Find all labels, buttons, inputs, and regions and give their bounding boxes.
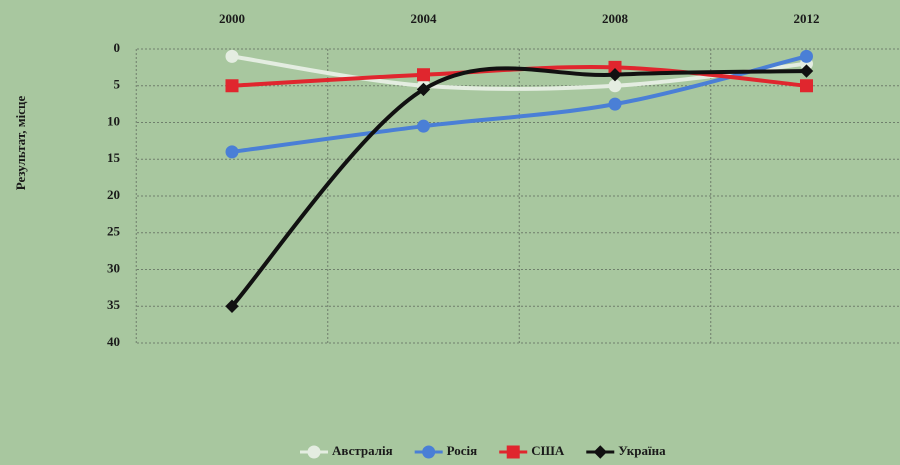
- legend-marker: [593, 445, 607, 459]
- data-point: [799, 64, 814, 78]
- data-point: [417, 68, 430, 82]
- y-tick-label: 40: [107, 334, 120, 349]
- y-tick-label: 25: [107, 224, 121, 239]
- data-point: [608, 97, 622, 111]
- legend-label: Австралія: [332, 443, 393, 458]
- legend-label: Росія: [447, 443, 478, 458]
- x-tick-label: 2000: [219, 11, 245, 26]
- x-tick-label: 2012: [794, 11, 820, 26]
- data-point: [225, 145, 239, 159]
- y-tick-label: 35: [107, 297, 121, 312]
- series-line: [230, 66, 807, 308]
- x-tick-label: 2004: [411, 11, 438, 26]
- y-tick-label: 15: [107, 150, 121, 165]
- legend: Австралія Росія США Україна: [300, 443, 666, 459]
- y-tick-label: 30: [107, 260, 120, 275]
- y-axis-label: Результат, місце: [13, 96, 28, 191]
- legend-marker: [506, 445, 520, 459]
- data-point: [416, 82, 431, 97]
- y-tick-label: 0: [114, 40, 121, 55]
- legend-label: США: [531, 443, 565, 458]
- data-point: [225, 299, 239, 313]
- x-tick-label: 2008: [602, 11, 629, 26]
- data-point: [225, 79, 239, 93]
- data-point: [225, 49, 239, 63]
- data-point: [800, 49, 813, 63]
- y-tick-label: 20: [107, 187, 120, 202]
- legend-marker: [422, 445, 436, 459]
- y-tick-label: 5: [114, 77, 121, 92]
- data-point: [608, 79, 622, 93]
- legend-marker: [307, 445, 321, 459]
- data-point: [608, 68, 622, 82]
- data-point: [417, 119, 430, 133]
- legend-label: Україна: [618, 443, 666, 458]
- data-point: [800, 79, 813, 93]
- y-tick-label: 10: [107, 113, 120, 128]
